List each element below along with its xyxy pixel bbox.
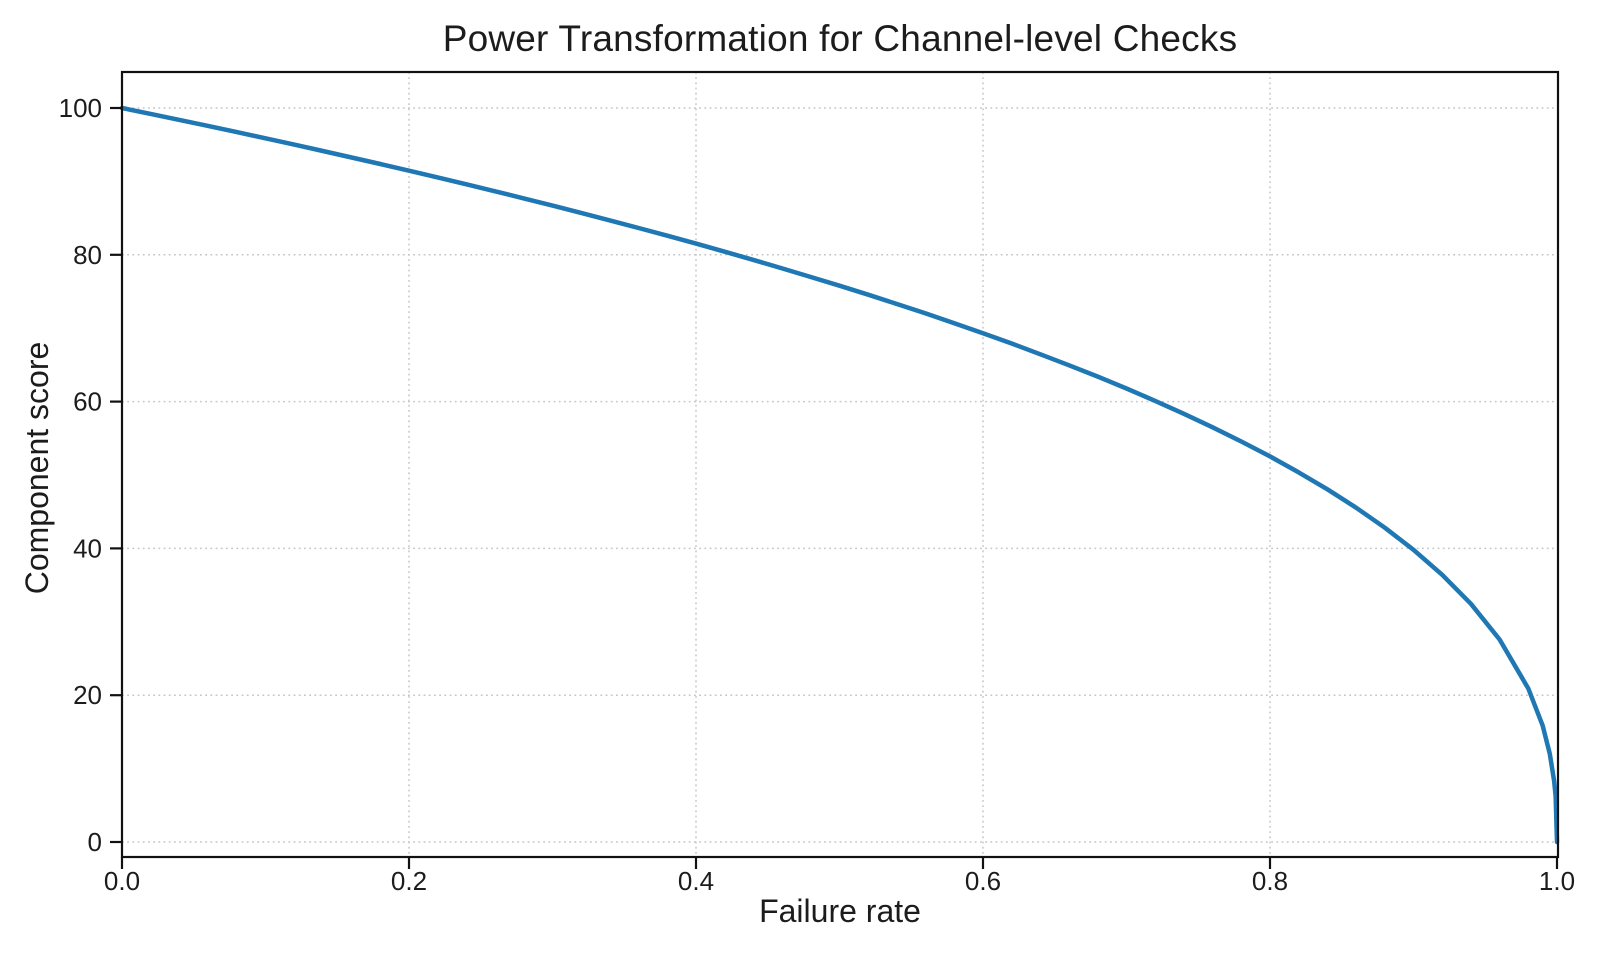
x-tick-label: 0.4 <box>678 866 714 896</box>
x-tick-label: 0.2 <box>391 866 427 896</box>
chart-title: Power Transformation for Channel-level C… <box>443 18 1238 59</box>
y-tick-label: 80 <box>73 240 102 270</box>
x-tick-label: 0.0 <box>104 866 140 896</box>
y-tick-label: 0 <box>88 827 102 857</box>
gridlines <box>122 72 1557 857</box>
x-axis: 0.0 0.2 0.4 0.6 0.8 1.0 <box>104 857 1575 896</box>
y-tick-label: 60 <box>73 387 102 417</box>
y-tick-label: 100 <box>59 93 102 123</box>
x-tick-label: 1.0 <box>1539 866 1575 896</box>
series-line <box>119 105 1560 845</box>
x-tick-label: 0.6 <box>965 866 1001 896</box>
series-group <box>119 105 1560 845</box>
x-axis-label: Failure rate <box>759 893 921 929</box>
plot-area-border <box>120 70 1560 859</box>
x-tick-label: 0.8 <box>1252 866 1288 896</box>
y-axis: 0 20 40 60 80 100 <box>59 93 122 857</box>
y-tick-label: 40 <box>73 533 102 563</box>
y-axis-label: Component score <box>19 342 55 595</box>
y-tick-label: 20 <box>73 680 102 710</box>
